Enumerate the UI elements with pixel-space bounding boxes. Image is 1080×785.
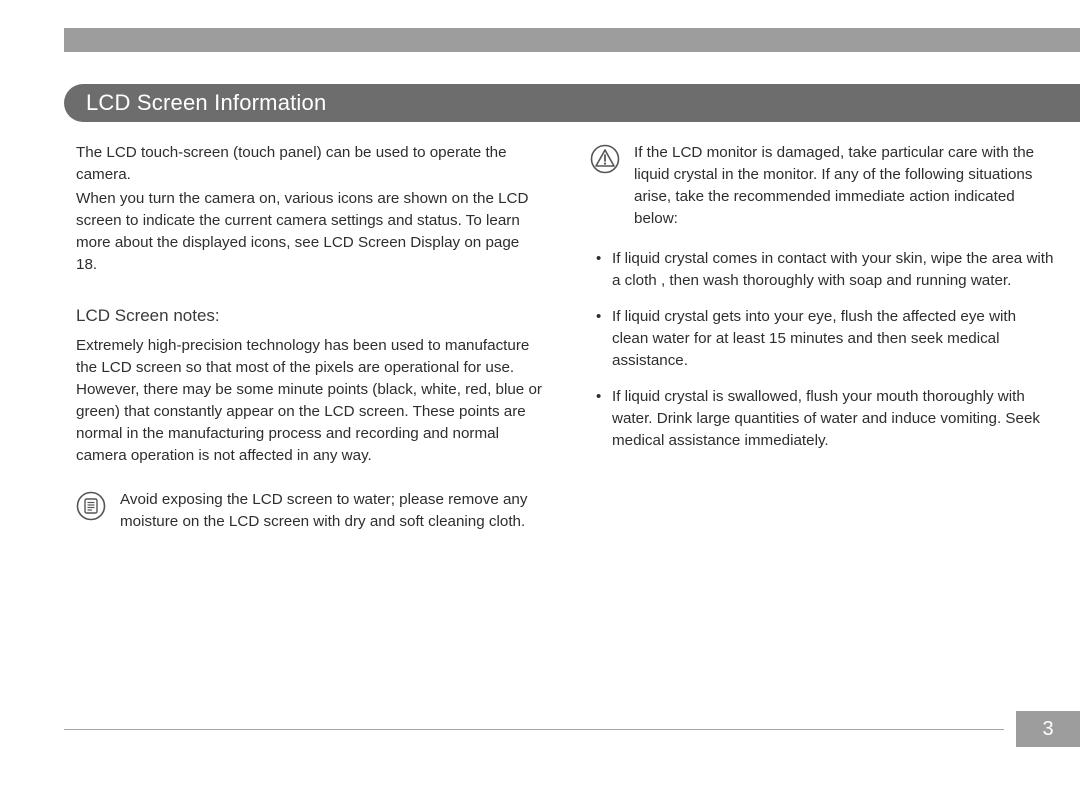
footer-rule xyxy=(64,729,1004,730)
warning-text: If the LCD monitor is damaged, take part… xyxy=(634,142,1056,230)
intro-paragraph-2: When you turn the camera on, various ico… xyxy=(76,188,542,276)
document-page: LCD Screen Information The LCD touch-scr… xyxy=(0,0,1080,785)
bullet-item: If liquid crystal comes in contact with … xyxy=(590,248,1056,292)
section-header-bar: LCD Screen Information xyxy=(64,84,1080,122)
warning-icon xyxy=(590,144,620,174)
bullet-item: If liquid crystal is swallowed, flush yo… xyxy=(590,386,1056,452)
warning-row: If the LCD monitor is damaged, take part… xyxy=(590,142,1056,230)
warning-bullet-list: If liquid crystal comes in contact with … xyxy=(590,248,1056,452)
body-columns: The LCD touch-screen (touch panel) can b… xyxy=(76,142,1056,533)
right-column: If the LCD monitor is damaged, take part… xyxy=(590,142,1056,533)
lcd-notes-paragraph: Extremely high-precision technology has … xyxy=(76,335,542,467)
lcd-notes-subhead: LCD Screen notes: xyxy=(76,304,542,329)
intro-paragraph-1: The LCD touch-screen (touch panel) can b… xyxy=(76,142,542,186)
page-number-box: 3 xyxy=(1016,711,1080,747)
bullet-item: If liquid crystal gets into your eye, fl… xyxy=(590,306,1056,372)
left-column: The LCD touch-screen (touch panel) can b… xyxy=(76,142,542,533)
note-icon xyxy=(76,491,106,521)
section-title: LCD Screen Information xyxy=(86,90,326,116)
moisture-note-row: Avoid exposing the LCD screen to water; … xyxy=(76,489,542,533)
top-bar xyxy=(64,28,1080,52)
moisture-note-text: Avoid exposing the LCD screen to water; … xyxy=(120,489,542,533)
page-number: 3 xyxy=(1042,718,1053,741)
intro-block: The LCD touch-screen (touch panel) can b… xyxy=(76,142,542,276)
